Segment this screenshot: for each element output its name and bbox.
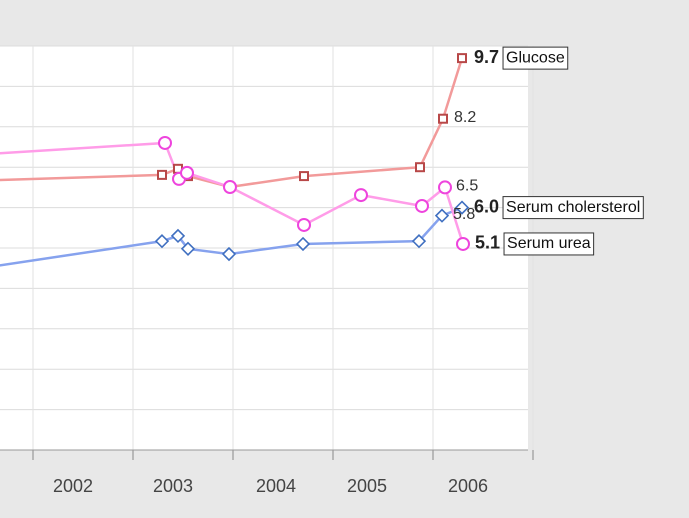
value-label: 5.8	[453, 206, 475, 223]
marker	[457, 53, 467, 64]
value-label: 5.1	[475, 233, 500, 253]
marker	[180, 241, 196, 256]
legend-box	[502, 46, 569, 70]
marker	[170, 228, 186, 244]
legend-label: Glucose	[506, 49, 565, 66]
marker	[456, 236, 470, 251]
marker	[354, 188, 368, 203]
legend-box	[503, 232, 595, 256]
marker	[297, 217, 311, 232]
plot-series	[0, 53, 470, 267]
marker	[415, 162, 425, 173]
value-label: 8.2	[454, 109, 476, 126]
marker	[438, 113, 448, 124]
marker	[454, 200, 470, 215]
legend-label: Serum cholersterol	[506, 199, 640, 216]
marker	[295, 236, 311, 252]
marker	[158, 135, 172, 150]
marker	[434, 208, 450, 223]
marker	[415, 198, 429, 213]
marker	[157, 169, 167, 180]
marker	[180, 165, 194, 180]
marker	[221, 246, 237, 262]
x-tick-label: 2006	[448, 476, 488, 496]
x-tick-label: 2003	[153, 476, 193, 496]
marker	[299, 171, 309, 182]
marker	[154, 234, 170, 249]
x-tick-label: 2005	[347, 476, 387, 496]
marker	[438, 180, 452, 195]
x-tick-label: 2002	[53, 476, 93, 496]
legend-box	[502, 196, 644, 220]
x-tick-label: 2004	[256, 476, 296, 496]
value-label: 6.5	[456, 178, 478, 195]
series-line	[0, 141, 465, 245]
marker	[223, 179, 237, 194]
marker	[411, 234, 427, 249]
value-label: 9.7	[474, 47, 499, 67]
value-label: 6.0	[474, 196, 499, 216]
legend-label: Serum urea	[507, 235, 591, 252]
